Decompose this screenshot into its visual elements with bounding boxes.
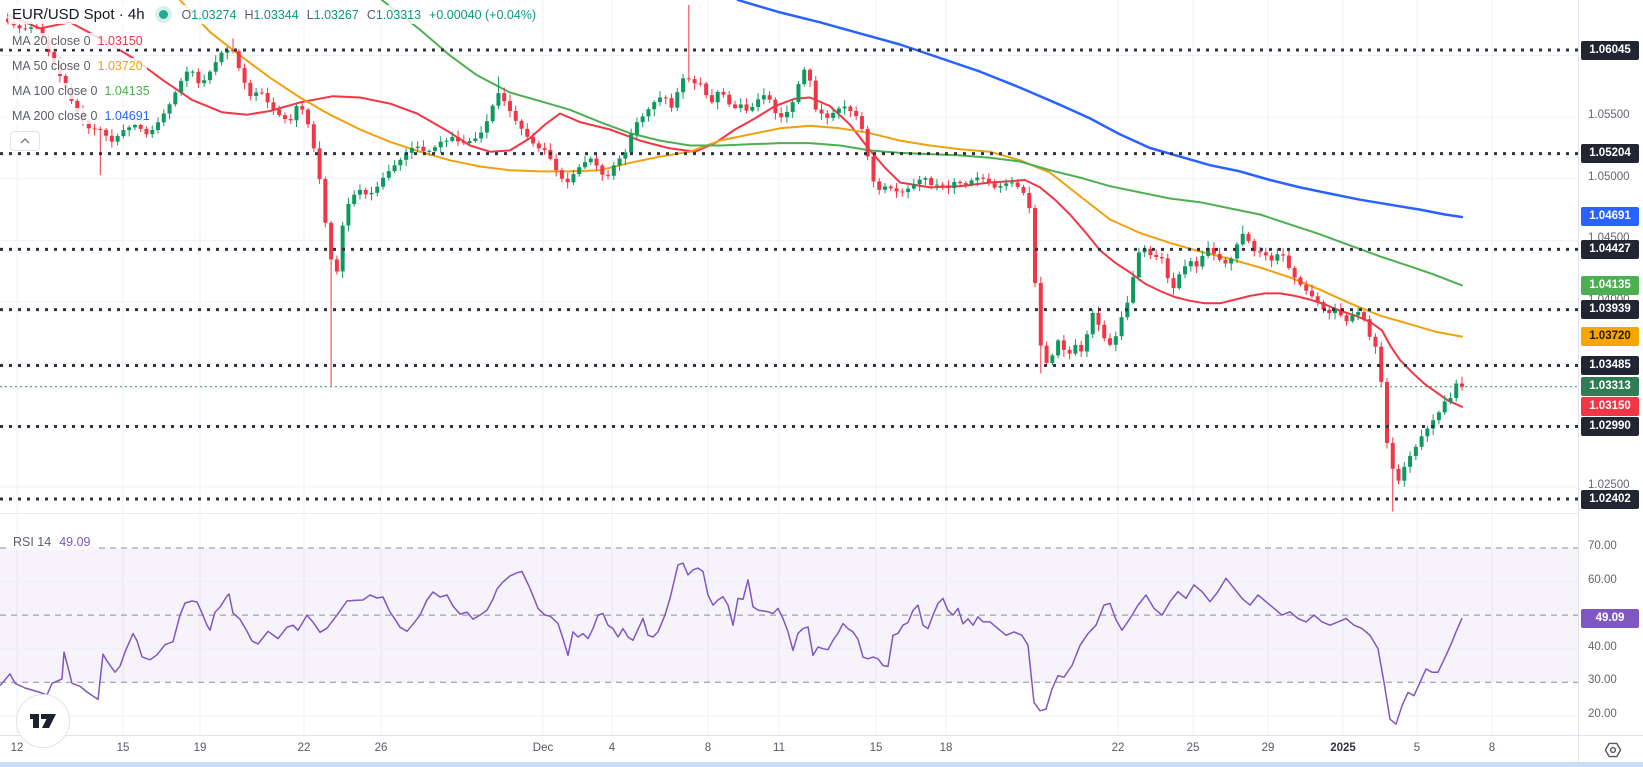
time-tick: 12 <box>10 742 24 754</box>
time-axis-border <box>0 735 1643 736</box>
chart-legend: EUR/USD Spot · 4h O1.03274 H1.03344 L1.0… <box>8 5 541 124</box>
indicator-row-ma100[interactable]: MA 100 close 0 1.04135 <box>8 83 154 99</box>
collapse-legend-button[interactable] <box>10 131 40 151</box>
price-label-badge: 1.03720 <box>1581 327 1639 347</box>
ma-line-ma50 <box>179 0 1463 338</box>
gear-icon <box>1604 742 1622 758</box>
price-label-badge: 1.04135 <box>1581 275 1639 295</box>
rsi-legend-row[interactable]: RSI 14 49.09 <box>8 534 96 550</box>
price-tick: 1.02500 <box>1588 478 1630 491</box>
ma100-label: MA 100 close 0 <box>12 84 98 98</box>
close-value: 1.03313 <box>375 7 422 22</box>
price-label-badge: 1.03150 <box>1581 397 1639 417</box>
ma50-value: 1.03720 <box>97 59 143 73</box>
low-value: 1.03267 <box>313 7 359 22</box>
time-tick: 26 <box>374 742 388 754</box>
indicator-row-ma200[interactable]: MA 200 close 0 1.04691 <box>8 108 154 124</box>
price-axis-border <box>1578 0 1579 762</box>
price-axis[interactable]: 1.055001.050001.045001.040001.0250070.00… <box>1579 0 1643 762</box>
bottom-accent-bar <box>0 762 1643 767</box>
rsi-tick: 70.00 <box>1588 540 1617 552</box>
price-label-badge: 1.04427 <box>1581 239 1639 259</box>
low-label: L <box>306 7 314 22</box>
high-label: H <box>244 7 254 22</box>
ma200-label: MA 200 close 0 <box>12 109 98 123</box>
high-value: 1.03344 <box>253 7 299 22</box>
change-value: +0.00040 (+0.04%) <box>429 7 537 22</box>
ohlc-values: O1.03274 H1.03344 L1.03267 C1.03313 +0.0… <box>182 8 537 22</box>
ma-line-ma20 <box>7 13 1463 408</box>
pane-divider[interactable] <box>0 513 1578 514</box>
time-tick: 4 <box>608 742 616 754</box>
time-tick: 8 <box>1488 742 1496 754</box>
ma50-label: MA 50 close 0 <box>12 59 91 73</box>
time-tick: Dec <box>532 742 554 754</box>
time-tick: 11 <box>773 742 785 754</box>
close-label: C <box>366 7 376 22</box>
price-label-badge: 1.02990 <box>1581 417 1639 437</box>
time-tick: 22 <box>1111 742 1125 754</box>
symbol-title: EUR/USD Spot · 4h <box>12 6 145 23</box>
market-status-dot <box>158 10 168 19</box>
rsi-pane <box>0 562 1463 725</box>
rsi-value-badge: 49.09 <box>1581 608 1639 628</box>
time-tick: 5 <box>1413 742 1421 754</box>
time-tick: 25 <box>1186 742 1200 754</box>
price-label-badge: 1.03939 <box>1581 300 1639 320</box>
price-tick: 1.05000 <box>1588 170 1630 183</box>
time-tick: 8 <box>704 742 712 754</box>
ma20-label: MA 20 close 0 <box>12 34 91 48</box>
time-tick: 18 <box>939 742 953 754</box>
time-tick: 29 <box>1261 742 1275 754</box>
rsi-tick: 60.00 <box>1588 573 1617 586</box>
open-label: O <box>181 7 192 22</box>
indicator-row-ma50[interactable]: MA 50 close 0 1.03720 <box>8 58 147 74</box>
price-label-badge: 1.04691 <box>1581 207 1639 227</box>
price-label-badge: 1.02402 <box>1581 489 1639 509</box>
ma20-value: 1.03150 <box>97 34 143 48</box>
tradingview-logo[interactable] <box>16 694 70 748</box>
rsi-value: 49.09 <box>59 535 91 549</box>
open-value: 1.03274 <box>191 7 237 22</box>
time-tick: 19 <box>193 742 207 754</box>
rsi-label: RSI 14 <box>13 535 52 549</box>
price-label-badge: 1.05204 <box>1581 144 1639 164</box>
price-tick: 1.05500 <box>1588 109 1630 122</box>
price-label-badge: 1.03313 <box>1581 377 1639 397</box>
time-tick: 15 <box>116 742 130 754</box>
ma200-value: 1.04691 <box>104 109 150 123</box>
time-tick: 15 <box>869 742 883 754</box>
ma100-value: 1.04135 <box>104 84 150 98</box>
tradingview-logo-icon <box>30 714 56 728</box>
time-tick: 22 <box>297 742 311 754</box>
price-label-badge: 1.06045 <box>1581 40 1639 60</box>
settings-gear-icon[interactable] <box>1600 739 1626 761</box>
ma-line-ma100 <box>381 0 1463 287</box>
ma-line-ma200 <box>736 0 1464 219</box>
time-axis[interactable]: 12 15 19 22 26 Dec 4 8 11 15 18 22 25 29 2025 5 8 <box>0 736 1578 762</box>
rsi-tick: 20.00 <box>1588 707 1617 720</box>
time-tick: 2025 <box>1330 742 1356 754</box>
chevron-up-icon <box>20 138 30 144</box>
symbol-legend-row[interactable]: EUR/USD Spot · 4h O1.03274 H1.03344 L1.0… <box>8 5 541 24</box>
rsi-tick: 40.00 <box>1588 640 1617 653</box>
indicator-row-ma20[interactable]: MA 20 close 0 1.03150 <box>8 33 147 49</box>
rsi-tick: 30.00 <box>1588 674 1617 687</box>
price-label-badge: 1.03485 <box>1581 356 1639 376</box>
